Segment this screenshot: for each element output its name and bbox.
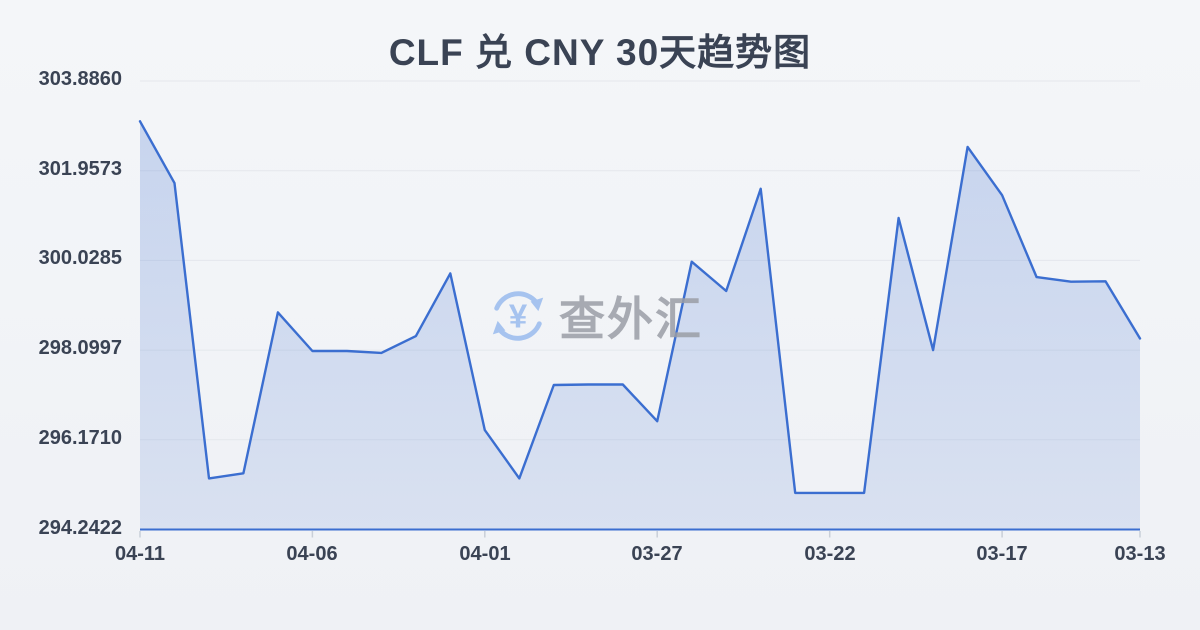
y-axis-label: 294.2422 [38,517,122,539]
x-axis-label: 03-27 [631,543,683,565]
y-axis-label: 303.8860 [38,68,122,90]
x-axis-label: 04-11 [114,543,166,565]
x-axis-label: 03-13 [1114,543,1166,565]
y-axis-label: 296.1710 [38,427,122,449]
x-axis-label: 03-17 [976,543,1028,565]
y-axis-label: 300.0285 [38,247,122,269]
y-axis-label: 298.0997 [38,337,122,359]
x-axis-label: 04-01 [459,543,511,565]
trend-line [138,120,1142,495]
x-axis-label: 03-22 [804,543,856,565]
x-axis-label: 04-06 [286,543,338,565]
y-axis-label: 301.9573 [38,158,122,180]
chart-title: CLF 兑 CNY 30天趋势图 [388,32,812,73]
area-fill [140,121,1140,530]
